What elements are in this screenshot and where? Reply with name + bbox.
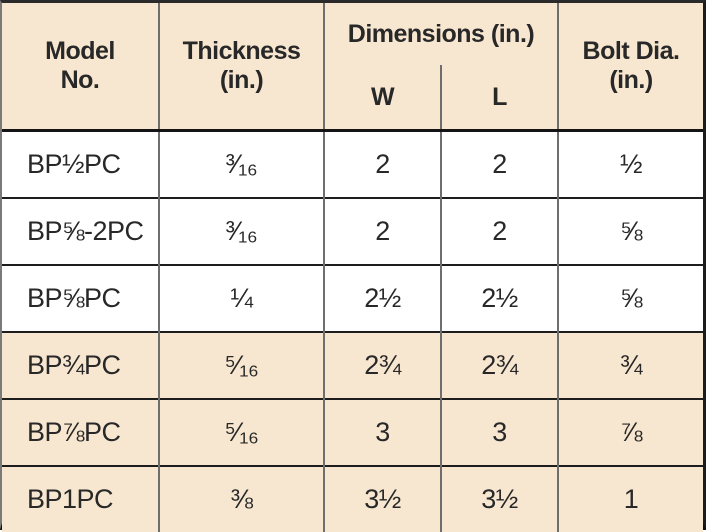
table-body: BP½PC ³⁄₁₆ 2 2 ½ BP⅝-2PC ³⁄₁₆ 2 2 ⅝ BP⅝P… — [2, 131, 703, 532]
model-no-cell: BP⅞PC — [2, 399, 159, 466]
model-no-cell: BP1PC — [2, 466, 159, 532]
table-row: BP⅞PC ⁵⁄₁₆ 3 3 ⅞ — [2, 399, 703, 466]
bolt-dia-cell: ⅝ — [558, 198, 703, 265]
model-no-cell: BP½PC — [2, 131, 159, 199]
table-header: Model No. Thickness (in.) Dimensions (in… — [2, 3, 703, 131]
length-cell: 2 — [441, 198, 558, 265]
table-row: BP1PC ⅜ 3½ 3½ 1 — [2, 466, 703, 532]
width-cell: 2 — [324, 131, 441, 199]
thickness-cell: ⁵⁄₁₆ — [159, 332, 324, 399]
header-dimensions-group: Dimensions (in.) — [324, 3, 558, 65]
thickness-cell: ¼ — [159, 265, 324, 332]
table-row: BP¾PC ⁵⁄₁₆ 2¾ 2¾ ¾ — [2, 332, 703, 399]
width-cell: 2¾ — [324, 332, 441, 399]
header-length: L — [441, 65, 558, 131]
bolt-dia-cell: ¾ — [558, 332, 703, 399]
model-no-cell: BP⅝PC — [2, 265, 159, 332]
width-cell: 3 — [324, 399, 441, 466]
thickness-cell: ⁵⁄₁₆ — [159, 399, 324, 466]
thickness-cell: ³⁄₁₆ — [159, 198, 324, 265]
table-row: BP½PC ³⁄₁₆ 2 2 ½ — [2, 131, 703, 199]
header-thickness: Thickness (in.) — [159, 3, 324, 131]
length-cell: 2½ — [441, 265, 558, 332]
width-cell: 2 — [324, 198, 441, 265]
table-row: BP⅝PC ¼ 2½ 2½ ⅝ — [2, 265, 703, 332]
thickness-cell: ⅜ — [159, 466, 324, 532]
header-bolt-dia: Bolt Dia. (in.) — [558, 3, 703, 131]
length-cell: 3½ — [441, 466, 558, 532]
header-width: W — [324, 65, 441, 131]
bolt-dia-cell: ⅞ — [558, 399, 703, 466]
width-cell: 2½ — [324, 265, 441, 332]
width-cell: 3½ — [324, 466, 441, 532]
spec-table: Model No. Thickness (in.) Dimensions (in… — [2, 3, 703, 532]
length-cell: 2¾ — [441, 332, 558, 399]
thickness-cell: ³⁄₁₆ — [159, 131, 324, 199]
bolt-dia-cell: ⅝ — [558, 265, 703, 332]
bolt-dia-cell: 1 — [558, 466, 703, 532]
length-cell: 2 — [441, 131, 558, 199]
bolt-dia-cell: ½ — [558, 131, 703, 199]
model-no-cell: BP¾PC — [2, 332, 159, 399]
length-cell: 3 — [441, 399, 558, 466]
table-row: BP⅝-2PC ³⁄₁₆ 2 2 ⅝ — [2, 198, 703, 265]
model-no-cell: BP⅝-2PC — [2, 198, 159, 265]
header-model-no: Model No. — [2, 3, 159, 131]
